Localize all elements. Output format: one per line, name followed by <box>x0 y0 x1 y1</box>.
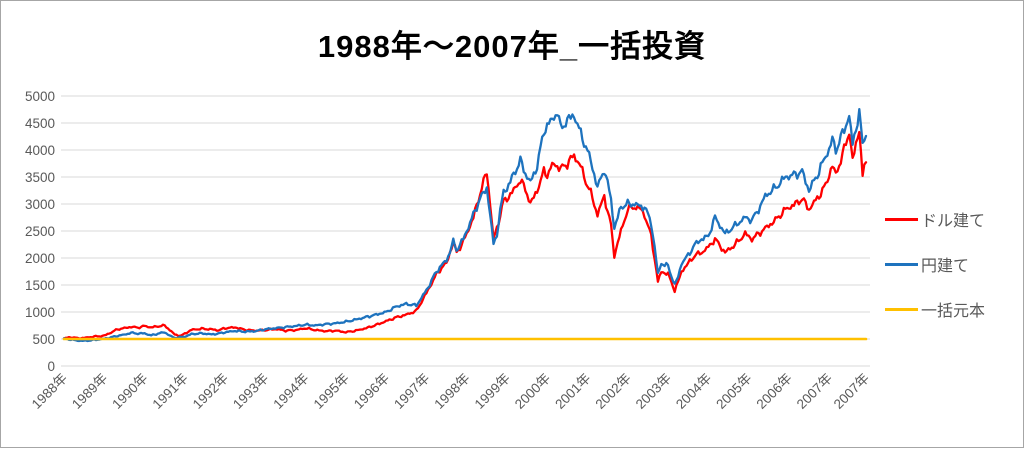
series-line-yen <box>62 107 868 343</box>
y-axis-tick-label: 1000 <box>25 305 55 320</box>
chart-legend: ドル建て円建て一括元本 <box>885 209 986 320</box>
x-axis-tick-label: 2005年 <box>713 371 754 412</box>
x-axis-tick-label: 1993年 <box>230 371 271 412</box>
x-axis-tick-label: 1998年 <box>431 371 472 412</box>
y-axis-tick-label: 3500 <box>25 170 55 185</box>
x-axis-tick-label: 1997年 <box>391 371 432 412</box>
x-axis-tick-label: 1992年 <box>190 371 231 412</box>
legend-label-dollar: ドル建て <box>921 213 986 230</box>
x-axis-tick-label: 1996年 <box>351 371 392 412</box>
x-axis-tick-label: 2007年 <box>794 371 835 412</box>
legend-item-principal: 一括元本 <box>885 299 986 320</box>
legend-item-yen: 円建て <box>885 254 985 275</box>
y-axis-tick-label: 3000 <box>25 197 55 212</box>
x-axis-tick-label: 2000年 <box>512 371 553 412</box>
y-axis-tick-label: 500 <box>32 332 55 347</box>
legend-swatch-yen <box>885 262 918 266</box>
chart-title: 1988年～2007年_一括投資 <box>317 29 707 64</box>
x-axis-tick-label: 2001年 <box>552 371 593 412</box>
x-axis-tick-label: 1995年 <box>311 371 352 412</box>
y-axis-tick-label: 0 <box>47 359 55 374</box>
legend-label-principal: 一括元本 <box>921 303 986 320</box>
x-axis-tick-label: 2006年 <box>754 371 795 412</box>
legend-label-yen: 円建て <box>921 258 970 275</box>
y-axis-tick-label: 2500 <box>25 224 55 239</box>
legend-item-dollar: ドル建て <box>885 209 986 230</box>
x-axis-tick-label: 2002年 <box>592 371 633 412</box>
legend-swatch-dollar <box>885 217 918 221</box>
x-axis-tick-label: 1989年 <box>69 371 110 412</box>
x-axis-tick-label: 1991年 <box>150 371 191 412</box>
x-axis-tick-label: 1988年 <box>29 371 70 412</box>
legend-swatch-principal <box>885 307 918 311</box>
y-axis-tick-label: 5000 <box>25 89 55 104</box>
y-axis-tick-label: 1500 <box>25 278 55 293</box>
x-axis-tick-label: 1999年 <box>472 371 513 412</box>
x-axis-tick-label: 1994年 <box>270 371 311 412</box>
x-axis-tick-label: 2003年 <box>633 371 674 412</box>
y-axis-tick-label: 2000 <box>25 251 55 266</box>
y-axis-tick-label: 4500 <box>25 116 55 131</box>
x-axis-tick-label: 2004年 <box>673 371 714 412</box>
y-axis-tick-label: 4000 <box>25 143 55 158</box>
x-axis-tick-label: 1990年 <box>109 371 150 412</box>
x-axis-tick-label: 2007年 <box>831 371 872 412</box>
